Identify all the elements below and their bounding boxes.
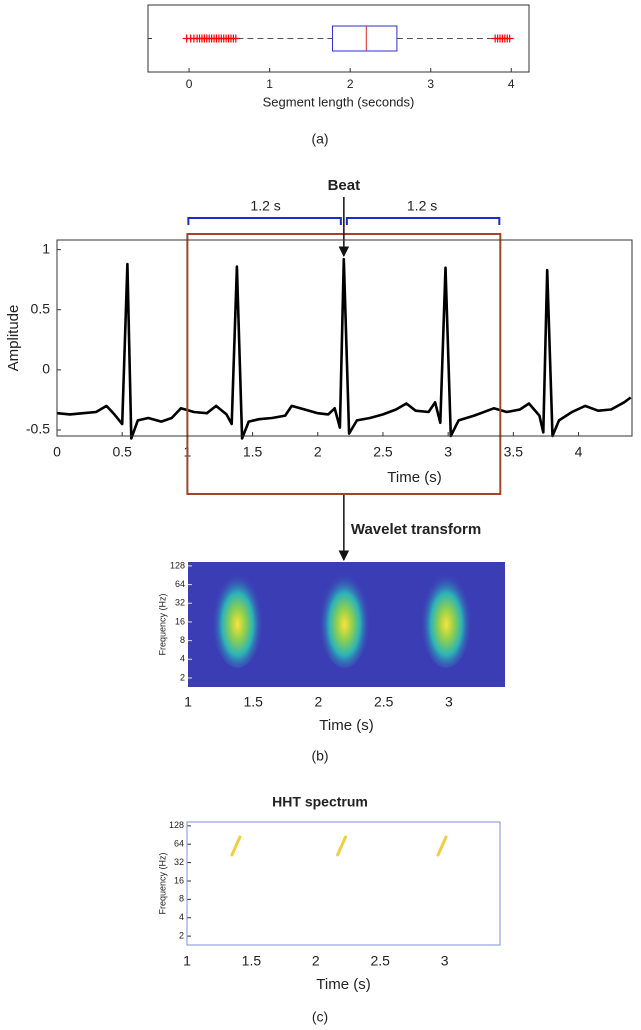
y-tick-label: 64 <box>174 839 184 849</box>
y-tick-label: 64 <box>175 579 185 589</box>
box <box>331 25 398 52</box>
x-axis-label: Segment length (seconds) <box>263 94 415 109</box>
y-axis-label: Amplitude <box>5 305 22 372</box>
y-tick-label: 32 <box>175 598 185 608</box>
y-tick-label: 2 <box>180 672 185 682</box>
y-tick-label: 0.5 <box>31 300 51 316</box>
x-tick-label: 1.5 <box>242 953 262 969</box>
span-label: 1.2 s <box>407 198 437 214</box>
x-tick-label: 2 <box>347 77 354 91</box>
caption: (c) <box>312 1009 328 1025</box>
scalogram-peak <box>211 563 264 668</box>
y-axis-label: Frequency (Hz) <box>157 852 167 914</box>
hht-ridge <box>336 835 348 857</box>
x-tick-label: 4 <box>508 77 515 91</box>
y-tick-label: 16 <box>175 616 185 626</box>
scalogram-peak <box>318 563 371 668</box>
x-tick-label: 0.5 <box>112 444 132 460</box>
scalogram-peak <box>420 563 473 668</box>
x-tick-label: 2.5 <box>370 953 390 969</box>
x-tick-label: 3 <box>445 694 453 710</box>
x-tick-label: 0 <box>53 444 61 460</box>
y-tick-label: -0.5 <box>26 421 50 437</box>
y-tick-label: 4 <box>180 654 185 664</box>
y-tick-label: 128 <box>170 560 185 570</box>
span-brace <box>345 217 501 225</box>
y-tick-label: 128 <box>169 820 184 830</box>
x-tick-label: 2.5 <box>373 444 393 460</box>
x-axis-label: Time (s) <box>319 717 373 734</box>
y-tick-label: 1 <box>42 240 50 256</box>
y-tick-label: 8 <box>179 894 184 904</box>
y-tick-label: 32 <box>174 857 184 867</box>
x-tick-label: 2 <box>312 953 320 969</box>
transform-label: Wavelet transform <box>351 521 481 538</box>
x-axis-label: Time (s) <box>387 469 441 486</box>
caption: (b) <box>311 748 328 764</box>
x-tick-label: 1 <box>266 77 273 91</box>
hht-ridge <box>230 835 242 857</box>
y-tick-label: 0 <box>42 361 50 377</box>
hht-ridge <box>436 835 448 857</box>
x-tick-label: 2 <box>315 694 323 710</box>
plot-frame <box>56 239 633 437</box>
outlier <box>231 34 240 43</box>
x-tick-label: 3 <box>441 953 449 969</box>
x-tick-label: 1.5 <box>243 444 263 460</box>
x-tick-label: 2 <box>314 444 322 460</box>
chart-title: HHT spectrum <box>272 794 368 810</box>
x-tick-label: 3 <box>444 444 452 460</box>
beat-label: Beat <box>328 177 361 194</box>
y-tick-label: 16 <box>174 875 184 885</box>
y-tick-label: 4 <box>179 912 184 922</box>
x-tick-label: 1 <box>184 694 192 710</box>
plot-frame <box>147 4 530 73</box>
span-label: 1.2 s <box>250 198 280 214</box>
x-tick-label: 2.5 <box>374 694 394 710</box>
x-tick-label: 1 <box>183 953 191 969</box>
outlier <box>505 34 514 43</box>
signal-line <box>56 257 632 440</box>
window-box <box>186 233 502 495</box>
caption: (a) <box>311 131 328 147</box>
x-tick-label: 0 <box>186 77 193 91</box>
x-axis-label: Time (s) <box>316 976 370 993</box>
x-tick-label: 3 <box>427 77 434 91</box>
x-tick-label: 1.5 <box>243 694 263 710</box>
x-tick-label: 4 <box>575 444 583 460</box>
x-tick-label: 3.5 <box>504 444 524 460</box>
y-tick-label: 2 <box>179 930 184 940</box>
y-axis-label: Frequency (Hz) <box>157 593 167 655</box>
y-tick-label: 8 <box>180 635 185 645</box>
plot-frame <box>186 821 501 946</box>
span-brace <box>187 217 342 225</box>
